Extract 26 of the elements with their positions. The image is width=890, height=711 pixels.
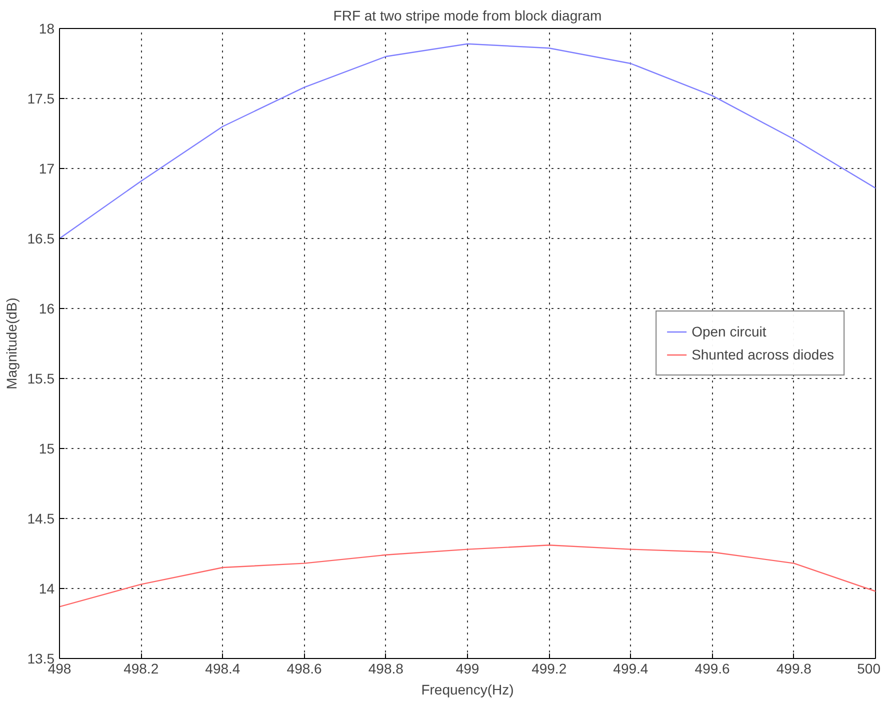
x-tick-label: 498.2: [124, 660, 159, 676]
line-series: [60, 544, 876, 608]
y-axis-title: Magnitude(dB): [3, 298, 20, 390]
y-tick-label: 17: [38, 160, 55, 176]
x-tick-label: 498.6: [286, 660, 322, 676]
y-tick-label: 16: [38, 300, 55, 316]
legend-label: Shunted across diodes: [692, 346, 834, 362]
y-tick-label: 14.5: [27, 510, 55, 526]
y-tick-label: 18: [38, 20, 55, 36]
x-tick-label: 499.8: [776, 660, 812, 676]
y-tick-label: 16.5: [27, 230, 55, 246]
x-tick-label: 498.8: [368, 660, 404, 676]
y-tick-label: 15: [38, 440, 55, 456]
line-series: [60, 43, 876, 240]
x-axis-title: Frequency(Hz): [421, 682, 514, 698]
x-tick-label: 499: [456, 660, 480, 676]
x-tick-label: 499.6: [694, 660, 730, 676]
x-tick-label: 499.2: [532, 660, 567, 676]
legend-label: Open circuit: [692, 324, 766, 340]
y-tick-label: 15.5: [27, 370, 55, 386]
y-tick-label: 17.5: [27, 90, 55, 106]
x-tick-label: 498.4: [205, 660, 240, 676]
x-tick-label: 499.4: [613, 660, 648, 676]
x-tick-label: 500: [857, 660, 881, 676]
chart-title: FRF at two stripe mode from block diagram: [333, 8, 602, 24]
y-tick-label: 14: [38, 580, 55, 596]
